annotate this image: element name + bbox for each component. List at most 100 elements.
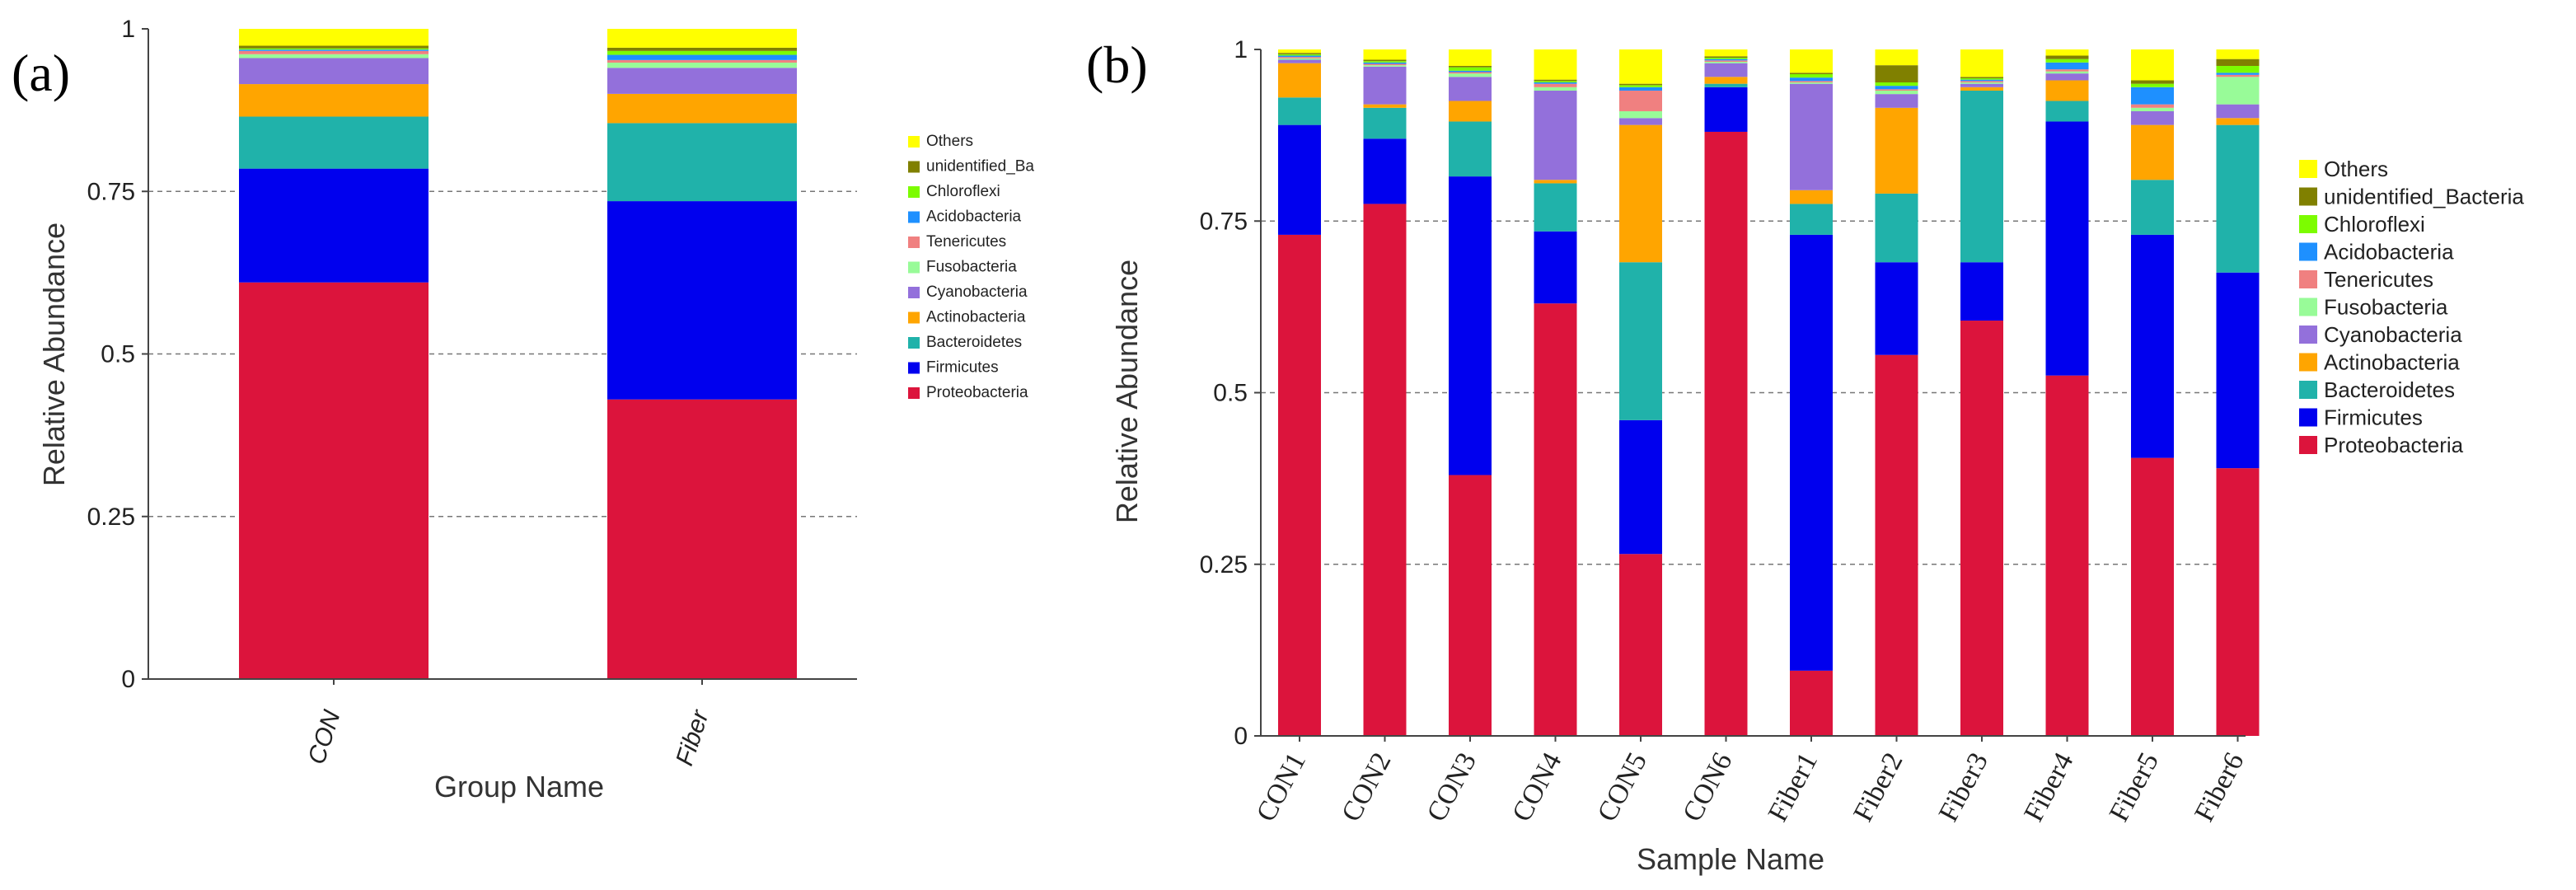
legend-swatch-bacteroidetes — [908, 337, 920, 349]
bar-segment-fiber3-tenericutes — [1960, 81, 2003, 82]
bar-segment-con2-acidobacteria — [1363, 62, 1407, 64]
legend-swatch-unidentified-bacteria — [2299, 187, 2317, 206]
bar-segment-fiber3-fusobacteria — [1960, 82, 2003, 84]
bar-segment-con1-bacteroidetes — [1278, 97, 1321, 125]
legend-label-proteobacteria: Proteobacteria — [926, 384, 1028, 401]
legend-swatch-tenericutes — [908, 237, 920, 248]
bar-segment-fiber4-bacteroidetes — [2045, 101, 2089, 122]
bar-segment-fiber5-unidentified-bacteria — [2131, 80, 2174, 84]
legend-label-chloroflexi: Chloroflexi — [2324, 212, 2425, 237]
bar-segment-con2-bacteroidetes — [1363, 107, 1407, 139]
bar-segment-con6-acidobacteria — [1704, 59, 1748, 61]
bar-segment-fiber6-firmicutes — [2216, 272, 2260, 469]
bar-segment-fiber6-chloroflexi — [2216, 65, 2260, 73]
legend-swatch-fusobacteria — [2299, 297, 2317, 316]
legend-swatch-firmicutes — [2299, 408, 2317, 427]
bar-segment-fiber3-actinobacteria — [1960, 87, 2003, 91]
x-tick-label-con2: CON2 — [1336, 747, 1397, 827]
legend-label-tenericutes: Tenericutes — [2324, 267, 2433, 292]
panel-a-x-title: Group Name — [434, 770, 604, 803]
bar-segment-fiber6-proteobacteria — [2216, 468, 2260, 736]
panel-b-y-title: Relative Abundance — [1110, 260, 1144, 523]
bar-segment-con-chloroflexi — [239, 48, 429, 50]
legend-label-fusobacteria: Fusobacteria — [926, 259, 1017, 276]
legend-swatch-fusobacteria — [908, 261, 920, 274]
bar-segment-con1-unidentified-bacteria — [1278, 53, 1321, 54]
panel-a-y-tick-label: 0.5 — [101, 341, 135, 368]
legend-swatch-proteobacteria — [2299, 436, 2317, 454]
panel-a-y-tick-label: 0.75 — [87, 178, 135, 205]
bar-segment-fiber1-fusobacteria — [1790, 82, 1833, 84]
bar-segment-fiber3-firmicutes — [1960, 262, 2003, 321]
bar-segment-con4-tenericutes — [1534, 83, 1577, 87]
legend-label-unidentified-bacteria: unidentified_Bacteria — [2324, 185, 2524, 209]
legend-label-chloroflexi: Chloroflexi — [926, 183, 1000, 200]
panel-a-y-tick-label: 0.25 — [87, 504, 135, 531]
bar-segment-fiber5-acidobacteria — [2131, 87, 2174, 105]
bar-segment-fiber3-chloroflexi — [1960, 77, 2003, 80]
bar-segment-con3-others — [1449, 49, 1492, 66]
legend-swatch-unidentified-ba — [908, 161, 920, 173]
bar-segment-con5-chloroflexi — [1619, 85, 1662, 87]
bar-segment-con4-others — [1534, 49, 1577, 80]
bar-segment-con5-actinobacteria — [1619, 124, 1662, 263]
bar-segment-fiber5-tenericutes — [2131, 104, 2174, 108]
bar-segment-con3-chloroflexi — [1449, 67, 1492, 71]
bar-segment-fiber1-unidentified-bacteria — [1790, 73, 1833, 74]
legend-swatch-others — [908, 136, 920, 148]
bar-segment-fiber2-tenericutes — [1875, 89, 1918, 91]
bar-segment-fiber-actinobacteria — [607, 93, 797, 124]
legend-label-firmicutes: Firmicutes — [2324, 405, 2423, 430]
legend-label-bacteroidetes: Bacteroidetes — [2324, 377, 2455, 402]
panel-a-x-ticks: CON Fiber — [303, 679, 714, 769]
panel-b-y-tick-label: 1 — [1234, 36, 1248, 63]
bar-segment-fiber3-unidentified-bacteria — [1960, 77, 2003, 78]
bar-segment-con4-proteobacteria — [1534, 303, 1577, 737]
x-tick-label-con4: CON4 — [1506, 747, 1567, 827]
x-tick-label-fiber2: Fiber2 — [1848, 747, 1909, 827]
x-tick-label-fiber1: Fiber1 — [1763, 747, 1824, 827]
bar-segment-con2-fusobacteria — [1363, 65, 1407, 67]
legend-swatch-acidobacteria — [2299, 242, 2317, 261]
legend-label-firmicutes: Firmicutes — [926, 359, 999, 377]
bar-segment-con2-firmicutes — [1363, 138, 1407, 204]
bar-segment-fiber2-acidobacteria — [1875, 86, 1918, 90]
bar-segment-fiber3-proteobacteria — [1960, 321, 2003, 736]
legend-label-actinobacteria: Actinobacteria — [2324, 350, 2460, 375]
panel-a-y-tick-label: 0 — [121, 666, 135, 693]
bar-segment-con4-unidentified-bacteria — [1534, 79, 1577, 82]
bar-segment-con5-others — [1619, 49, 1662, 84]
bar-segment-fiber2-cyanobacteria — [1875, 94, 1918, 108]
bar-segment-con5-acidobacteria — [1619, 87, 1662, 91]
panel-a-label: (a) — [12, 44, 70, 102]
bar-segment-con1-actinobacteria — [1278, 63, 1321, 98]
bar-segment-con-bacteroidetes — [239, 116, 429, 169]
bar-segment-fiber1-bacteroidetes — [1790, 204, 1833, 235]
legend-swatch-proteobacteria — [908, 387, 920, 399]
bar-segment-fiber4-chloroflexi — [2045, 59, 2089, 63]
legend-swatch-tenericutes — [2299, 270, 2317, 288]
panel-a-legend: Others unidentified_Ba Chloroflexi Acidobac… — [908, 133, 1034, 401]
bar-segment-con2-cyanobacteria — [1363, 66, 1407, 105]
legend-swatch-bacteroidetes — [2299, 381, 2317, 399]
legend-label-actinobacteria: Actinobacteria — [926, 309, 1026, 326]
legend-swatch-actinobacteria — [2299, 353, 2317, 372]
x-tick-label-fiber4: Fiber4 — [2018, 747, 2079, 827]
bar-segment-fiber2-unidentified-bacteria — [1875, 65, 1918, 82]
legend-swatch-firmicutes — [908, 362, 920, 374]
bar-segment-fiber-unidentified-bacteria — [607, 47, 797, 51]
panel-b: (b) 00.250.50.751 CON1 CON2 CON3 CON4 CON5 CO… — [1086, 35, 2524, 876]
bar-segment-con1-tenericutes — [1278, 57, 1321, 59]
legend-swatch-chloroflexi — [908, 186, 920, 198]
bar-segment-fiber6-others — [2216, 49, 2260, 59]
bar-segment-fiber1-actinobacteria — [1790, 190, 1833, 204]
bar-segment-fiber5-others — [2131, 49, 2174, 81]
bar-segment-fiber4-others — [2045, 49, 2089, 56]
bar-segment-con3-proteobacteria — [1449, 475, 1492, 736]
panel-b-y-tick-label: 0.5 — [1213, 380, 1248, 407]
bar-segment-con4-actinobacteria — [1534, 180, 1577, 184]
bar-segment-con5-firmicutes — [1619, 419, 1662, 555]
bar-segment-con-tenericutes — [239, 50, 429, 54]
panel-b-gridlines — [1261, 220, 2246, 565]
bar-segment-con5-bacteroidetes — [1619, 262, 1662, 420]
